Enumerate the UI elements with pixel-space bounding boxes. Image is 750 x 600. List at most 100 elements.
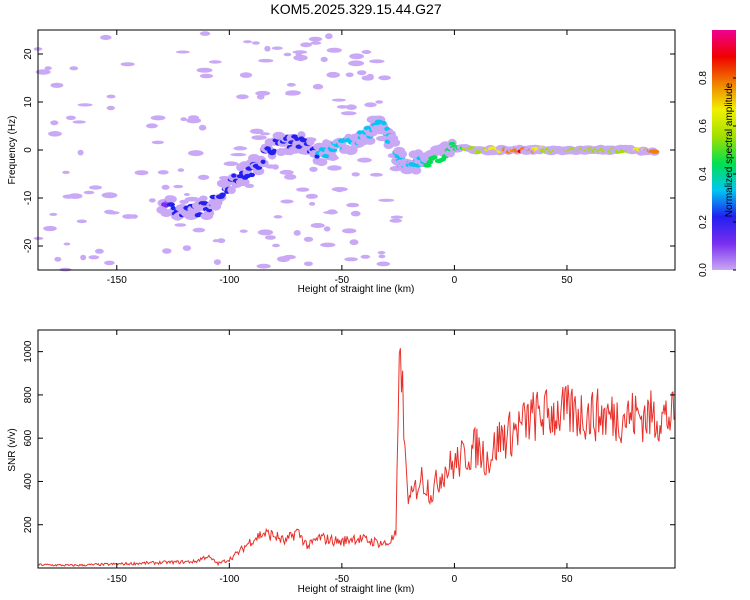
spectrogram-speckle	[357, 70, 367, 76]
spectrogram-speckle	[44, 66, 52, 71]
spectrogram-speckle	[346, 202, 360, 208]
spectrogram-halo	[236, 178, 250, 187]
spectrogram-y-axis-label: Frequency (Hz)	[7, 116, 18, 185]
spectrogram-speckle	[104, 260, 115, 266]
spectrogram-speckle	[310, 41, 322, 45]
x-tick-label: -150	[107, 275, 127, 286]
spectrogram-cell	[231, 173, 237, 178]
spectrogram-speckle	[325, 33, 333, 40]
spectrogram-speckle	[331, 98, 346, 102]
y-tick-label: -10	[23, 190, 34, 205]
x-tick-label: 0	[452, 574, 458, 585]
spectrogram-speckle	[251, 41, 260, 45]
spectrogram-speckle	[223, 161, 239, 166]
spectrogram-speckle	[349, 239, 359, 246]
spectrogram-speckle	[293, 230, 301, 236]
spectrogram-speckle	[72, 120, 86, 124]
spectrogram-halo	[364, 136, 376, 145]
snr-series-line	[38, 348, 676, 567]
spectrogram-speckle	[310, 223, 325, 228]
spectrogram-speckle	[233, 146, 247, 151]
spectrogram-speckle	[208, 60, 222, 64]
spectrogram-speckle	[174, 223, 187, 227]
spectrogram-cell	[166, 202, 175, 207]
spectrogram-speckle	[89, 185, 102, 190]
spectrogram-speckle	[157, 170, 169, 175]
snr-plot-area	[38, 330, 675, 568]
spectrogram-speckle	[80, 254, 87, 261]
spectrogram-speckle	[101, 192, 118, 199]
y-tick-label: 10	[23, 96, 34, 108]
spectrogram-speckle	[376, 135, 388, 142]
spectrogram-speckle	[357, 157, 372, 163]
spectrogram-cell	[430, 155, 438, 160]
spectrogram-cell	[384, 126, 390, 132]
spectrogram-speckle	[326, 47, 342, 53]
y-tick-label: 400	[23, 473, 34, 490]
spectrogram-speckle	[188, 150, 204, 157]
snr-x-axis-label: Height of straight line (km)	[298, 584, 415, 595]
spectrogram-speckle	[369, 59, 385, 64]
spectrogram-speckle	[69, 66, 79, 71]
snr-y-axis-label: SNR (v/v)	[7, 428, 18, 471]
x-tick-label: -50	[335, 574, 350, 585]
spectrogram-speckle	[284, 174, 297, 180]
spectrogram-cell	[650, 149, 660, 154]
spectrogram-cell	[314, 154, 320, 159]
spectrogram-speckle	[177, 168, 185, 172]
colorbar-tick-label: 0.8	[698, 71, 709, 85]
spectrogram-halo	[227, 186, 236, 195]
x-tick-label: 50	[561, 574, 573, 585]
spectrogram-speckle	[285, 92, 297, 96]
spectrogram-x-ticks: -150 -100 -50 0 50	[107, 30, 573, 286]
spectrogram-heat-layer	[33, 31, 660, 272]
spectrogram-speckle	[271, 46, 283, 50]
spectrogram-speckle	[184, 196, 200, 202]
y-tick-label: 200	[23, 516, 34, 533]
spectrogram-speckle	[323, 210, 339, 215]
colorbar-tick-label: 0.2	[698, 215, 709, 229]
spectrogram-speckle	[50, 82, 64, 88]
spectrogram-speckle	[351, 172, 360, 177]
spectrogram-speckle	[303, 261, 313, 267]
colorbar-tick-label: 0.0	[698, 263, 709, 277]
spectrogram-y-ticks: -20 -10 0 10 20	[23, 48, 675, 253]
spectrogram-cell	[260, 159, 266, 164]
spectrogram-speckle	[199, 31, 211, 36]
spectrogram-speckle	[264, 45, 271, 52]
spectrogram-speckle	[65, 115, 76, 121]
spectrogram-speckle	[199, 73, 214, 79]
spectrogram-speckle	[286, 82, 296, 87]
colorbar	[712, 30, 736, 270]
spectrogram-speckle	[256, 263, 271, 269]
spectrogram-speckle	[239, 229, 248, 233]
spectrogram-speckle	[296, 187, 310, 192]
spectrogram-speckle	[217, 238, 226, 244]
spectrogram-speckle	[327, 165, 342, 171]
spectrogram-speckle	[331, 187, 348, 192]
spectrogram-speckle	[303, 236, 314, 242]
x-tick-label: 50	[561, 275, 573, 286]
spectrogram-speckle	[336, 105, 349, 109]
y-tick-label: 0	[23, 147, 34, 153]
spectrogram-speckle	[122, 214, 135, 219]
spectrogram-cell	[426, 160, 434, 165]
spectrogram-speckle	[243, 40, 252, 44]
colorbar-tick-label: 0.6	[698, 119, 709, 133]
spectrogram-speckle	[378, 198, 395, 202]
spectrogram-halo	[306, 137, 315, 146]
spectrogram-speckle	[280, 199, 294, 204]
spectrogram-speckle	[264, 235, 276, 240]
spectrogram-cell	[299, 138, 308, 143]
spectrogram-halo	[164, 195, 177, 204]
spectrogram-cell	[423, 163, 432, 168]
spectrogram-speckle	[389, 218, 402, 223]
spectrogram-speckle	[106, 94, 116, 99]
spectrogram-speckle	[348, 60, 365, 67]
x-tick-label: 0	[452, 275, 458, 286]
spectrogram-speckle	[376, 261, 391, 267]
spectrogram-speckle	[361, 75, 374, 81]
spectrogram-speckle	[342, 228, 357, 234]
spectrogram-speckle	[76, 219, 88, 224]
spectrogram-speckle	[197, 174, 210, 180]
